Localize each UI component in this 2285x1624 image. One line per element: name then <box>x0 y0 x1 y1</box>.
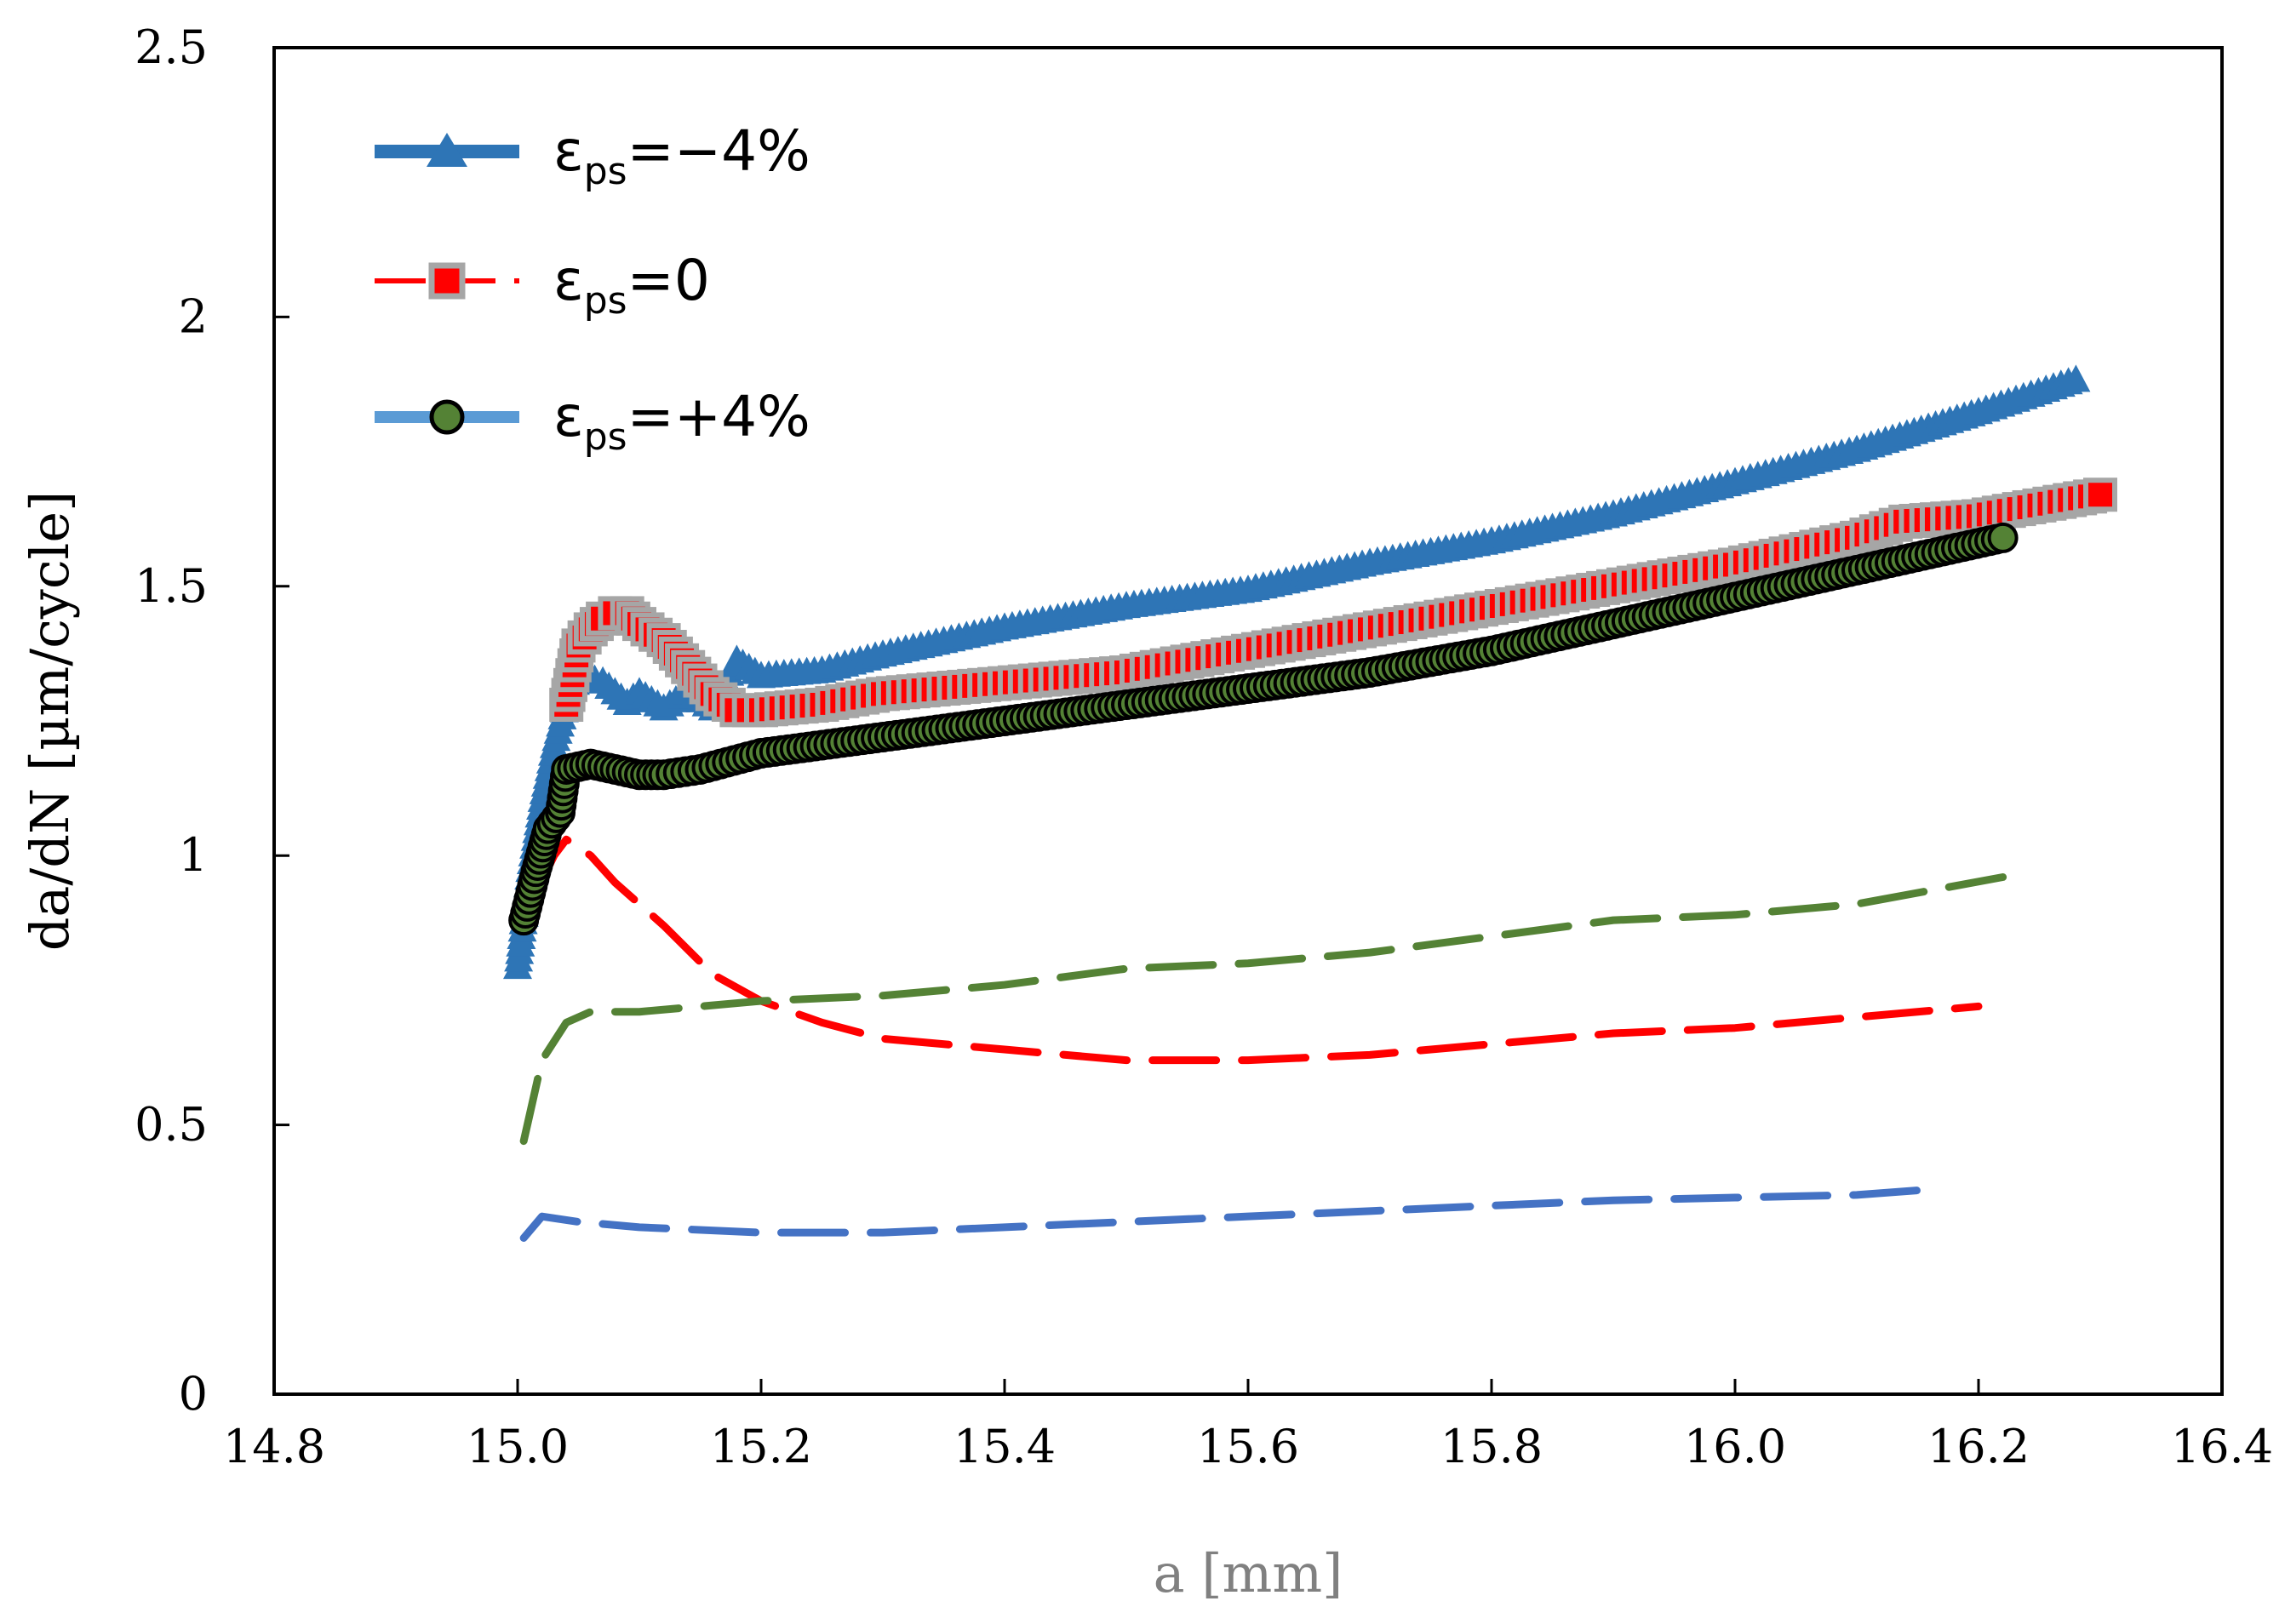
legend-square-marker <box>428 262 466 300</box>
series-1 <box>549 477 2117 728</box>
series-0 <box>503 364 2091 980</box>
series-4 <box>531 835 1983 1065</box>
legend-label-zero: εps=0 <box>553 248 710 323</box>
y-axis-label: da/dN [µm/cycle] <box>19 491 81 952</box>
y-axis-ticks: 0 0.5 1 1.5 2 2.5 <box>135 20 289 1421</box>
x-tick-label: 15.8 <box>1440 1420 1543 1473</box>
legend-symbol-minus4: ε <box>553 118 584 184</box>
legend-item-minus4: εps=−4% <box>375 118 810 193</box>
legend-symbol-zero: ε <box>553 248 584 313</box>
y-tick-label: 2 <box>179 289 208 343</box>
dashed-series-line <box>519 1186 1934 1242</box>
series-2 <box>508 522 2019 936</box>
series-layer <box>503 364 2117 1242</box>
legend-suffix-plus4: =+4% <box>627 384 810 449</box>
y-tick-label: 2.5 <box>135 20 208 74</box>
x-axis-label: a [mm] <box>1154 1542 1343 1604</box>
y-tick-label: 1 <box>179 828 208 882</box>
series-3 <box>519 1186 1934 1242</box>
legend-label-minus4: εps=−4% <box>553 118 810 193</box>
x-tick-label: 16.4 <box>2171 1420 2273 1473</box>
plot-area <box>272 46 2224 1396</box>
legend-item-plus4: εps=+4% <box>375 384 810 459</box>
dashed-series-line <box>519 873 2007 1146</box>
x-tick-label: 16.0 <box>1684 1420 1786 1473</box>
legend-suffix-minus4: =−4% <box>627 118 810 184</box>
triangle-marker <box>2061 364 2091 392</box>
dashed-series-line <box>531 835 1983 1065</box>
circle-marker <box>1987 522 2019 553</box>
legend-suffix-zero: =0 <box>627 248 710 313</box>
x-tick-label: 15.6 <box>1197 1420 1299 1473</box>
legend-subscript-zero: ps <box>584 279 627 323</box>
x-tick-label: 16.2 <box>1927 1420 2030 1473</box>
legend-item-zero: εps=0 <box>375 248 710 323</box>
legend-circle-marker <box>429 399 465 435</box>
x-tick-label: 15.0 <box>467 1420 569 1473</box>
y-tick-label: 1.5 <box>135 559 208 613</box>
square-marker <box>2083 477 2117 512</box>
legend-triangle-marker <box>427 133 467 167</box>
legend-label-plus4: εps=+4% <box>553 384 810 459</box>
legend: εps=−4% εps=0 εps=+4% <box>375 118 810 459</box>
x-tick-label: 14.8 <box>223 1420 325 1473</box>
y-tick-label: 0 <box>179 1367 208 1421</box>
legend-subscript-plus4: ps <box>584 415 627 459</box>
legend-subscript-minus4: ps <box>584 150 627 193</box>
y-tick-label: 0.5 <box>135 1098 208 1152</box>
x-axis-ticks: 14.8 15.0 15.2 15.4 15.6 15.8 16.0 16.2 16.4 <box>223 1379 2273 1473</box>
legend-symbol-plus4: ε <box>553 384 584 449</box>
x-tick-label: 15.4 <box>954 1420 1056 1473</box>
series-5 <box>519 873 2007 1146</box>
x-tick-label: 15.2 <box>710 1420 812 1473</box>
